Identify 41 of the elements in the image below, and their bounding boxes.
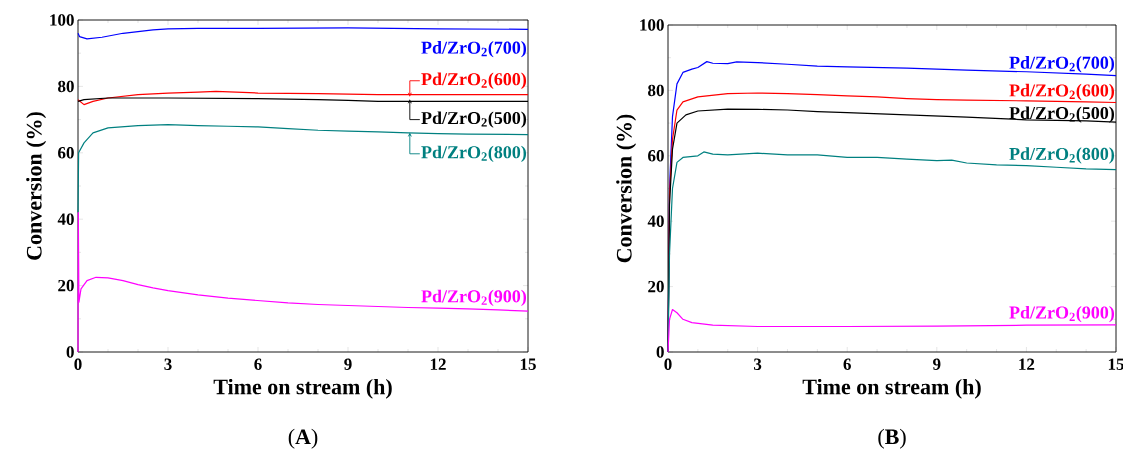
y-tick-label: 60 [648, 150, 664, 162]
y-tick-label: 0 [656, 346, 664, 358]
x-axis-title: Time on stream (h) [213, 378, 392, 399]
y-axis-title: Conversion (%) [616, 114, 637, 263]
series-label: Pd/ZrO$_{2}$(900) [421, 289, 527, 307]
x-tick-label: 12 [1019, 358, 1035, 370]
y-tick-label: 100 [50, 14, 74, 26]
x-tick-label: 6 [843, 358, 851, 370]
y-tick-label: 20 [58, 279, 74, 292]
y-tick-label: 80 [648, 84, 664, 97]
x-axis-title: Time on stream (h) [802, 378, 981, 399]
y-tick-label: 60 [58, 147, 74, 159]
x-tick-label: 6 [254, 358, 262, 370]
line-series [667, 308, 1117, 353]
series-label: Pd/ZrO$_{2}$(800) [421, 145, 527, 162]
y-tick-label: 20 [648, 280, 664, 293]
x-tick-label: 3 [164, 358, 172, 370]
y-tick-label: 80 [58, 80, 74, 93]
y-tick-label: 40 [57, 213, 74, 225]
x-tick-label: 15 [1108, 358, 1123, 370]
series-label: Pd/ZrO$_{2}$(600) [421, 72, 527, 89]
series-label: Pd/ZrO$_{2}$(500) [421, 111, 527, 128]
y-tick-label: 0 [66, 346, 74, 358]
y-tick-label: 40 [647, 215, 664, 227]
series-label: Pd/ZrO$_{2}$(800) [1009, 147, 1115, 164]
x-tick-label: 0 [664, 358, 672, 371]
y-tick-label: 100 [640, 19, 664, 31]
series-label: Pd/ZrO$_{2}$(600) [1009, 83, 1115, 101]
x-tick-label: 3 [754, 358, 762, 370]
x-tick-label: 12 [430, 358, 446, 370]
text: (A) [288, 428, 318, 449]
series-label: Pd/ZrO$_{2}$(700) [1009, 56, 1115, 73]
line-series [77, 27, 529, 40]
x-tick-label: 9 [344, 358, 352, 370]
series-label: Pd/ZrO$_{2}$(700) [421, 41, 527, 58]
text: (B) [878, 428, 906, 449]
series-label: Pd/ZrO$_{2}$(900) [1009, 305, 1115, 323]
y-axis-title: Conversion (%) [26, 112, 47, 260]
x-tick-label: 9 [933, 358, 941, 370]
x-tick-label: 0 [74, 358, 82, 371]
x-tick-label: 15 [520, 358, 536, 370]
